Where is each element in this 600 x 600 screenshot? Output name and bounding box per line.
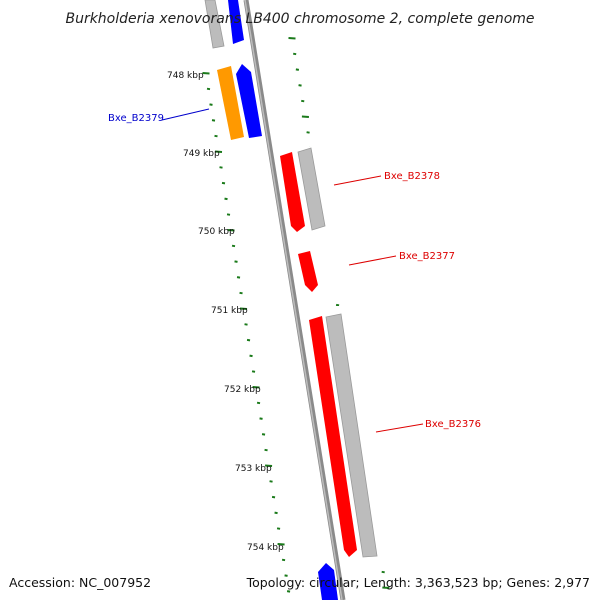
gene-arrow-bxe-b2379[interactable]: [236, 64, 262, 138]
kbp-label-749: 749 kbp: [183, 149, 220, 159]
kbp-label-748: 748 kbp: [167, 71, 204, 81]
minor-tick: [381, 570, 385, 574]
minor-tick: [269, 480, 273, 483]
minor-tick: [226, 213, 231, 216]
minor-tick: [209, 103, 213, 106]
minor-tick: [211, 119, 216, 122]
gene-arrow-orange[interactable]: [217, 66, 244, 140]
gene-arrow-bxe-b2378[interactable]: [280, 152, 305, 232]
major-tick: [227, 229, 235, 232]
minor-tick: [259, 417, 263, 420]
major-tick: [214, 150, 223, 153]
minor-tick: [295, 68, 300, 71]
major-tick: [252, 386, 260, 389]
topology-text: Topology: circular; Length: 3,363,523 bp…: [246, 575, 590, 590]
minor-tick: [239, 291, 243, 295]
gene-label-bxe-b2377[interactable]: Bxe_B2377: [399, 251, 455, 262]
minor-tick: [249, 354, 253, 358]
gene-arrow-gray[interactable]: [204, 0, 225, 49]
minor-tick: [234, 260, 238, 263]
minor-tick: [284, 574, 288, 577]
accession-text: Accession: NC_007952: [9, 575, 151, 590]
kbp-label-750: 750 kbp: [198, 227, 235, 237]
minor-tick: [271, 495, 276, 499]
major-tick: [288, 37, 296, 40]
major-tick: [264, 464, 273, 467]
gene-arrow-bxe-b2377[interactable]: [298, 251, 318, 292]
major-tick: [382, 586, 390, 589]
minor-tick: [236, 276, 241, 279]
minor-tick: [298, 84, 302, 87]
map-title: Burkholderia xenovorans LB400 chromosome…: [65, 11, 534, 27]
minor-tick: [301, 99, 305, 103]
major-tick: [239, 307, 248, 310]
minor-tick: [219, 166, 223, 169]
minor-tick: [231, 244, 236, 248]
kbp-scale: 748 kbp 749 kbp 750 kbp 751 kbp 752 kbp …: [167, 71, 284, 553]
gene-label-bxe-b2378[interactable]: Bxe_B2378: [384, 171, 440, 182]
label-leader-bxe-b2376: [375, 423, 424, 433]
minor-tick: [221, 181, 226, 185]
gene-arrow-blue[interactable]: [228, 0, 244, 44]
minor-tick: [286, 590, 291, 593]
minor-tick: [206, 87, 211, 91]
kbp-label-752: 752 kbp: [224, 385, 261, 395]
gene-arrow-gray[interactable]: [297, 147, 326, 231]
minor-tick: [274, 511, 278, 515]
left-tick-track: [202, 72, 291, 593]
gene-arrow-bxe-b2376[interactable]: [309, 316, 357, 557]
label-leader-bxe-b2379: [161, 108, 210, 121]
kbp-label-754: 754 kbp: [247, 543, 284, 553]
major-tick: [301, 115, 309, 118]
minor-tick: [246, 338, 251, 342]
kbp-label-751: 751 kbp: [211, 306, 248, 316]
minor-tick: [256, 401, 261, 405]
minor-tick: [261, 433, 266, 436]
minor-tick: [264, 448, 268, 452]
chromosome-backbone: [243, 0, 346, 600]
minor-tick: [251, 370, 256, 373]
gene-label-bxe-b2379[interactable]: Bxe_B2379: [108, 113, 164, 124]
minor-tick: [306, 131, 310, 134]
major-tick: [277, 543, 285, 546]
minor-tick: [335, 303, 340, 307]
label-leader-bxe-b2377: [348, 255, 397, 266]
minor-tick: [244, 323, 248, 326]
minor-tick: [276, 527, 281, 530]
label-leader-bxe-b2378: [333, 175, 382, 186]
minor-tick: [281, 558, 286, 562]
gene-arrow-gray[interactable]: [325, 313, 378, 558]
gene-arrow-blue[interactable]: [318, 563, 338, 600]
minor-tick: [224, 197, 228, 201]
gene-label-bxe-b2376[interactable]: Bxe_B2376: [425, 419, 481, 430]
minor-tick: [214, 134, 218, 138]
backbone-highlight: [244, 0, 343, 600]
minor-tick: [293, 52, 297, 56]
kbp-label-753: 753 kbp: [235, 464, 272, 474]
major-tick: [202, 72, 210, 75]
